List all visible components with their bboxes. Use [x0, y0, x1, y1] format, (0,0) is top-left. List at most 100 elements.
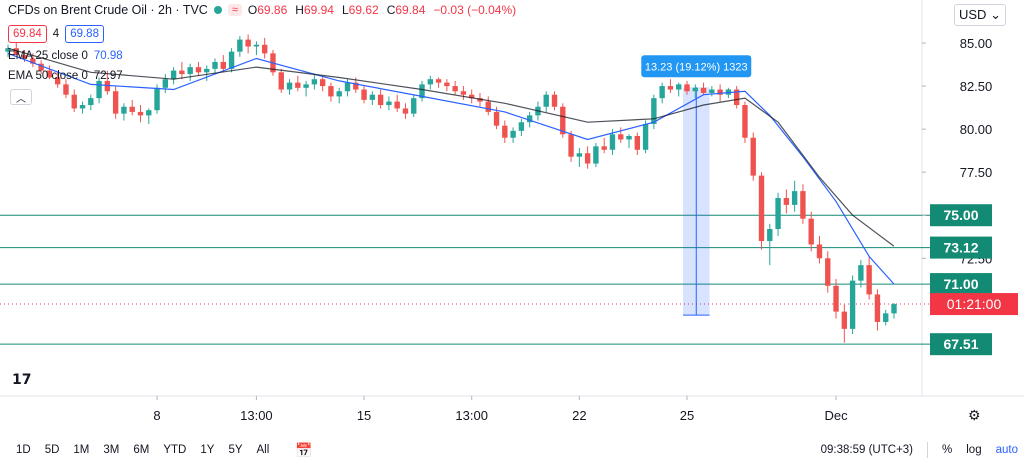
candle	[601, 137, 607, 154]
symbol-title[interactable]: CFDs on Brent Crude Oil · 2h · TVC	[8, 3, 208, 17]
candle-body	[220, 61, 226, 69]
candle-body	[891, 304, 897, 314]
log-toggle[interactable]: log	[966, 444, 982, 456]
timeframe-5d[interactable]: 5D	[44, 444, 60, 456]
candle	[883, 309, 889, 326]
candle	[651, 94, 657, 130]
clock-display[interactable]: 09:38:59 (UTC+3)	[820, 444, 914, 456]
currency-selector[interactable]: USD ⌄	[954, 4, 1006, 26]
candle	[742, 101, 748, 143]
time-axis[interactable]: 8 13:00 15 13:00 22 25 Dec	[153, 396, 848, 423]
candle	[121, 103, 127, 121]
horizontal-levels	[0, 214, 934, 345]
candle-body	[560, 106, 566, 135]
candle-body	[526, 115, 533, 123]
candle	[767, 223, 773, 266]
buy-price-button[interactable]: 69.88	[65, 25, 104, 43]
candle-body	[551, 94, 558, 107]
timeframe-ytd[interactable]: YTD	[163, 444, 187, 456]
time-tick-label: 13:00	[240, 408, 273, 423]
candle	[154, 84, 160, 114]
timeframe-3m[interactable]: 3M	[103, 444, 120, 456]
candle-body	[104, 80, 111, 92]
candle-body	[295, 82, 301, 88]
candle-body	[377, 94, 384, 106]
candle	[187, 63, 193, 81]
ohlc-change: −0.03 (−0.04%)	[433, 3, 517, 17]
candle	[13, 43, 19, 56]
candle	[79, 101, 86, 114]
price-tick-label: 85.00	[960, 36, 993, 51]
indicator-ema50-label: EMA 50 close 0	[8, 70, 88, 82]
timeframe-1m[interactable]: 1M	[73, 444, 90, 456]
candle-body	[485, 101, 491, 112]
timeframe-6m[interactable]: 6M	[133, 444, 150, 456]
indicator-ema50[interactable]: EMA 50 close 0 72.97	[8, 70, 123, 82]
candle-body	[63, 84, 69, 95]
candle	[179, 61, 185, 80]
calendar-range-icon[interactable]: 📅	[295, 441, 313, 458]
percent-toggle[interactable]: %	[942, 444, 953, 456]
time-tick-label: 8	[153, 408, 160, 423]
candle-body	[137, 111, 144, 116]
candle	[336, 87, 342, 104]
candle-body	[361, 89, 367, 100]
candle	[278, 68, 284, 93]
candle-body	[286, 82, 293, 90]
candle	[369, 91, 376, 106]
candle-body	[411, 98, 417, 114]
timeframe-1y[interactable]: 1Y	[200, 444, 215, 456]
candle	[791, 180, 798, 212]
candle	[858, 259, 864, 288]
ohlc-open: O69.86	[247, 3, 288, 17]
candle-body	[170, 70, 177, 80]
collapse-legend-button[interactable]: ︿	[10, 89, 32, 105]
candle	[237, 36, 243, 57]
candle	[866, 256, 872, 300]
candle	[485, 96, 491, 116]
price-chart[interactable]: 13.23 (19.12%) 1323 72.5075.0077.5080.00…	[0, 0, 1024, 436]
candle-body	[502, 125, 508, 138]
candle-body	[634, 136, 640, 150]
candle-body	[742, 105, 748, 138]
candle-body	[618, 134, 624, 140]
candle	[816, 235, 823, 264]
candle	[551, 91, 558, 111]
level-price-label-box	[930, 236, 992, 259]
auto-scale-toggle[interactable]: auto	[995, 444, 1018, 456]
candle	[891, 303, 897, 319]
candle-body	[717, 89, 723, 95]
tradingview-logo[interactable]: 17	[12, 372, 32, 388]
candle-body	[651, 98, 657, 124]
legend-title-row: CFDs on Brent Crude Oil · 2h · TVC ≈ O69…	[8, 3, 518, 17]
candle-body	[593, 146, 599, 164]
candle-body	[791, 191, 798, 205]
candle	[262, 37, 268, 59]
timeframe-5y[interactable]: 5Y	[228, 444, 243, 456]
candle-body	[278, 72, 284, 90]
grid-layer	[0, 0, 1024, 397]
candle	[676, 82, 682, 97]
timeframe-all[interactable]: All	[256, 444, 270, 456]
candle-body	[849, 280, 856, 329]
candle	[328, 82, 334, 102]
candle	[427, 75, 433, 90]
price-tick-label: 77.50	[960, 165, 993, 180]
candle	[96, 77, 102, 104]
gear-icon[interactable]: ⚙	[968, 407, 981, 423]
candle	[626, 134, 632, 149]
timeframe-1d[interactable]: 1D	[16, 444, 31, 456]
candle-body	[96, 80, 102, 99]
candle	[361, 86, 367, 104]
alert-icon[interactable]: ≈	[227, 4, 242, 16]
candle	[46, 65, 53, 80]
candle	[38, 60, 44, 75]
level-price-label: 73.12	[943, 240, 978, 256]
sell-price-button[interactable]: 69.84	[8, 25, 47, 43]
ema50-line	[7, 47, 895, 247]
candle-body	[758, 175, 765, 242]
indicator-ema25[interactable]: EMA 25 close 0 70.98	[8, 50, 123, 62]
candle-body	[129, 106, 135, 112]
countdown-label: 01:21:00	[947, 296, 1002, 312]
